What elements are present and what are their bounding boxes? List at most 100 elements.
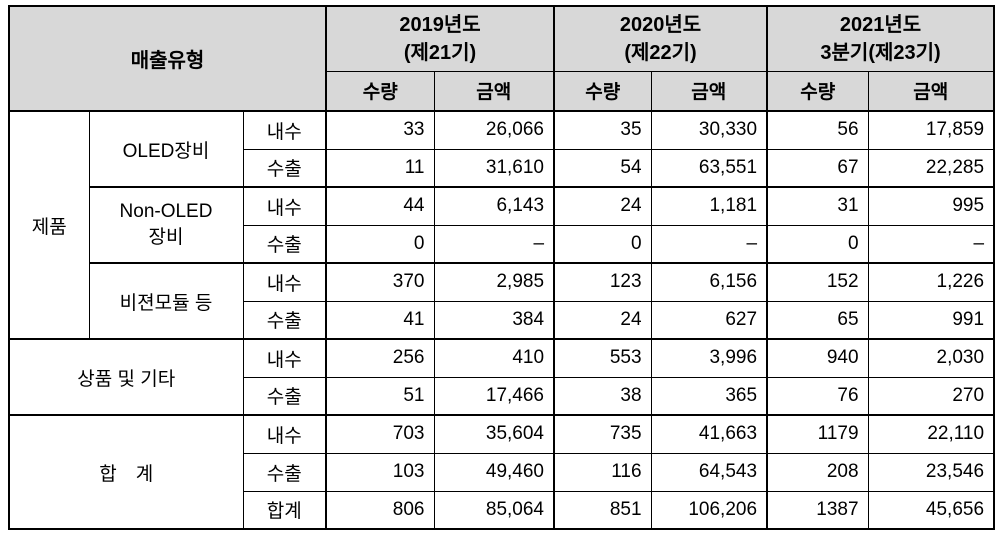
value-cell: 31,610	[433, 148, 555, 188]
value-cell: 44	[325, 186, 435, 226]
table-row: 수출 11 31,610 54 63,551 67 22,285	[9, 148, 995, 188]
value-cell: 22,110	[867, 414, 995, 454]
header-sales-type: 매출유형	[8, 5, 327, 112]
table-row: 합계 806 85,064 851 106,206 1387 45,656	[9, 490, 995, 530]
value-cell: 56	[766, 110, 869, 150]
value-cell: 35	[553, 110, 652, 150]
channel-cell: 수출	[242, 300, 327, 340]
value-cell: 553	[553, 338, 652, 378]
value-cell: –	[867, 224, 995, 264]
period-year-2020: 2020년도	[619, 13, 702, 36]
value-cell: 67	[766, 148, 869, 188]
value-cell: 851	[553, 490, 652, 530]
value-cell: 370	[325, 262, 435, 302]
value-cell: 54	[553, 148, 652, 188]
value-cell: 735	[553, 414, 652, 454]
period-year-2021: 2021년도	[839, 13, 922, 36]
header-period-2020: 2020년도 (제22기)	[553, 5, 768, 72]
header-qty-2020: 수량	[553, 70, 652, 112]
header-amount-2020: 금액	[650, 70, 768, 112]
value-cell: 1,181	[650, 186, 768, 226]
value-cell: 1,226	[867, 262, 995, 302]
value-cell: 30,330	[650, 110, 768, 150]
channel-cell: 수출	[242, 376, 327, 416]
group-goods-cell: 상품 및 기타	[8, 338, 244, 416]
header-amount-2019: 금액	[433, 70, 555, 112]
table-row: Non-OLED 장비 내수 44 6,143 24 1,181 31 995	[9, 186, 995, 264]
period-term-2019: (제21기)	[403, 41, 477, 64]
value-cell: 76	[766, 376, 869, 416]
subgroup-non-oled-cell: Non-OLED 장비	[88, 186, 244, 264]
value-cell: 31	[766, 186, 869, 226]
value-cell: 365	[650, 376, 768, 416]
header-period-2019: 2019년도 (제21기)	[324, 5, 555, 72]
subgroup-oled-cell: OLED장비	[88, 110, 244, 188]
value-cell: 0	[766, 224, 869, 264]
value-cell: 51	[325, 376, 435, 416]
header-row-periods: 매출유형 2019년도 (제21기) 2020년도 (제22기) 2021년도 …	[8, 5, 995, 112]
channel-cell: 수출	[242, 224, 327, 264]
value-cell: 116	[553, 452, 652, 492]
period-term-2020: (제22기)	[624, 41, 697, 64]
value-cell: 3,996	[650, 338, 768, 378]
value-cell: 270	[867, 376, 995, 416]
header-qty-2019: 수량	[325, 70, 435, 112]
channel-cell: 내수	[242, 186, 327, 226]
value-cell: 384	[433, 300, 555, 340]
header-amount-2021: 금액	[867, 70, 995, 112]
value-cell: 33	[325, 110, 435, 150]
period-term-2021: 3분기(제23기)	[820, 41, 941, 64]
header-row-measures: 수량 금액 수량 금액 수량 금액	[9, 70, 995, 112]
sales-table: 매출유형 2019년도 (제21기) 2020년도 (제22기) 2021년도 …	[8, 5, 996, 530]
value-cell: 17,466	[433, 376, 555, 416]
value-cell: 35,604	[433, 414, 555, 454]
channel-cell: 내수	[242, 414, 327, 454]
value-cell: 991	[867, 300, 995, 340]
value-cell: 6,143	[433, 186, 555, 226]
table-row: 합 계 내수 703 35,604 735 41,663 1179 22,110	[8, 414, 995, 530]
table-row: 제품 OLED장비 내수 33 26,066 35 30,330 56 17,8…	[8, 110, 995, 340]
value-cell: 23,546	[867, 452, 995, 492]
channel-cell: 수출	[242, 148, 327, 188]
value-cell: 208	[766, 452, 869, 492]
value-cell: 0	[553, 224, 652, 264]
value-cell: 6,156	[650, 262, 768, 302]
header-qty-2021: 수량	[766, 70, 869, 112]
value-cell: 2,985	[433, 262, 555, 302]
channel-cell: 내수	[242, 110, 327, 150]
table-row: 비젼모듈 등 내수 370 2,985 123 6,156 152 1,226	[9, 262, 995, 340]
value-cell: 2,030	[867, 338, 995, 378]
value-cell: 410	[433, 338, 555, 378]
period-year-2019: 2019년도	[399, 13, 481, 36]
table-row: 상품 및 기타 내수 256 410 553 3,996 940 2,030	[8, 338, 995, 416]
group-total-cell: 합 계	[8, 414, 244, 530]
value-cell: 85,064	[433, 490, 555, 530]
value-cell: –	[433, 224, 555, 264]
value-cell: 806	[325, 490, 435, 530]
value-cell: 703	[325, 414, 435, 454]
value-cell: 49,460	[433, 452, 555, 492]
channel-cell: 수출	[242, 452, 327, 492]
value-cell: 65	[766, 300, 869, 340]
value-cell: 24	[553, 186, 652, 226]
value-cell: 1387	[766, 490, 869, 530]
group-product-cell: 제품	[8, 110, 90, 340]
value-cell: 1179	[766, 414, 869, 454]
value-cell: 627	[650, 300, 768, 340]
channel-cell: 내수	[242, 262, 327, 302]
value-cell: 152	[766, 262, 869, 302]
channel-cell: 합계	[242, 490, 327, 530]
value-cell: –	[650, 224, 768, 264]
subgroup-non-oled-line2: 장비	[148, 227, 184, 248]
value-cell: 41	[325, 300, 435, 340]
value-cell: 256	[325, 338, 435, 378]
table-row: 수출 51 17,466 38 365 76 270	[9, 376, 995, 416]
table-row: 수출 103 49,460 116 64,543 208 23,546	[9, 452, 995, 492]
value-cell: 17,859	[867, 110, 995, 150]
value-cell: 995	[867, 186, 995, 226]
header-period-2021: 2021년도 3분기(제23기)	[766, 5, 995, 72]
value-cell: 22,285	[867, 148, 995, 188]
value-cell: 63,551	[650, 148, 768, 188]
value-cell: 38	[553, 376, 652, 416]
